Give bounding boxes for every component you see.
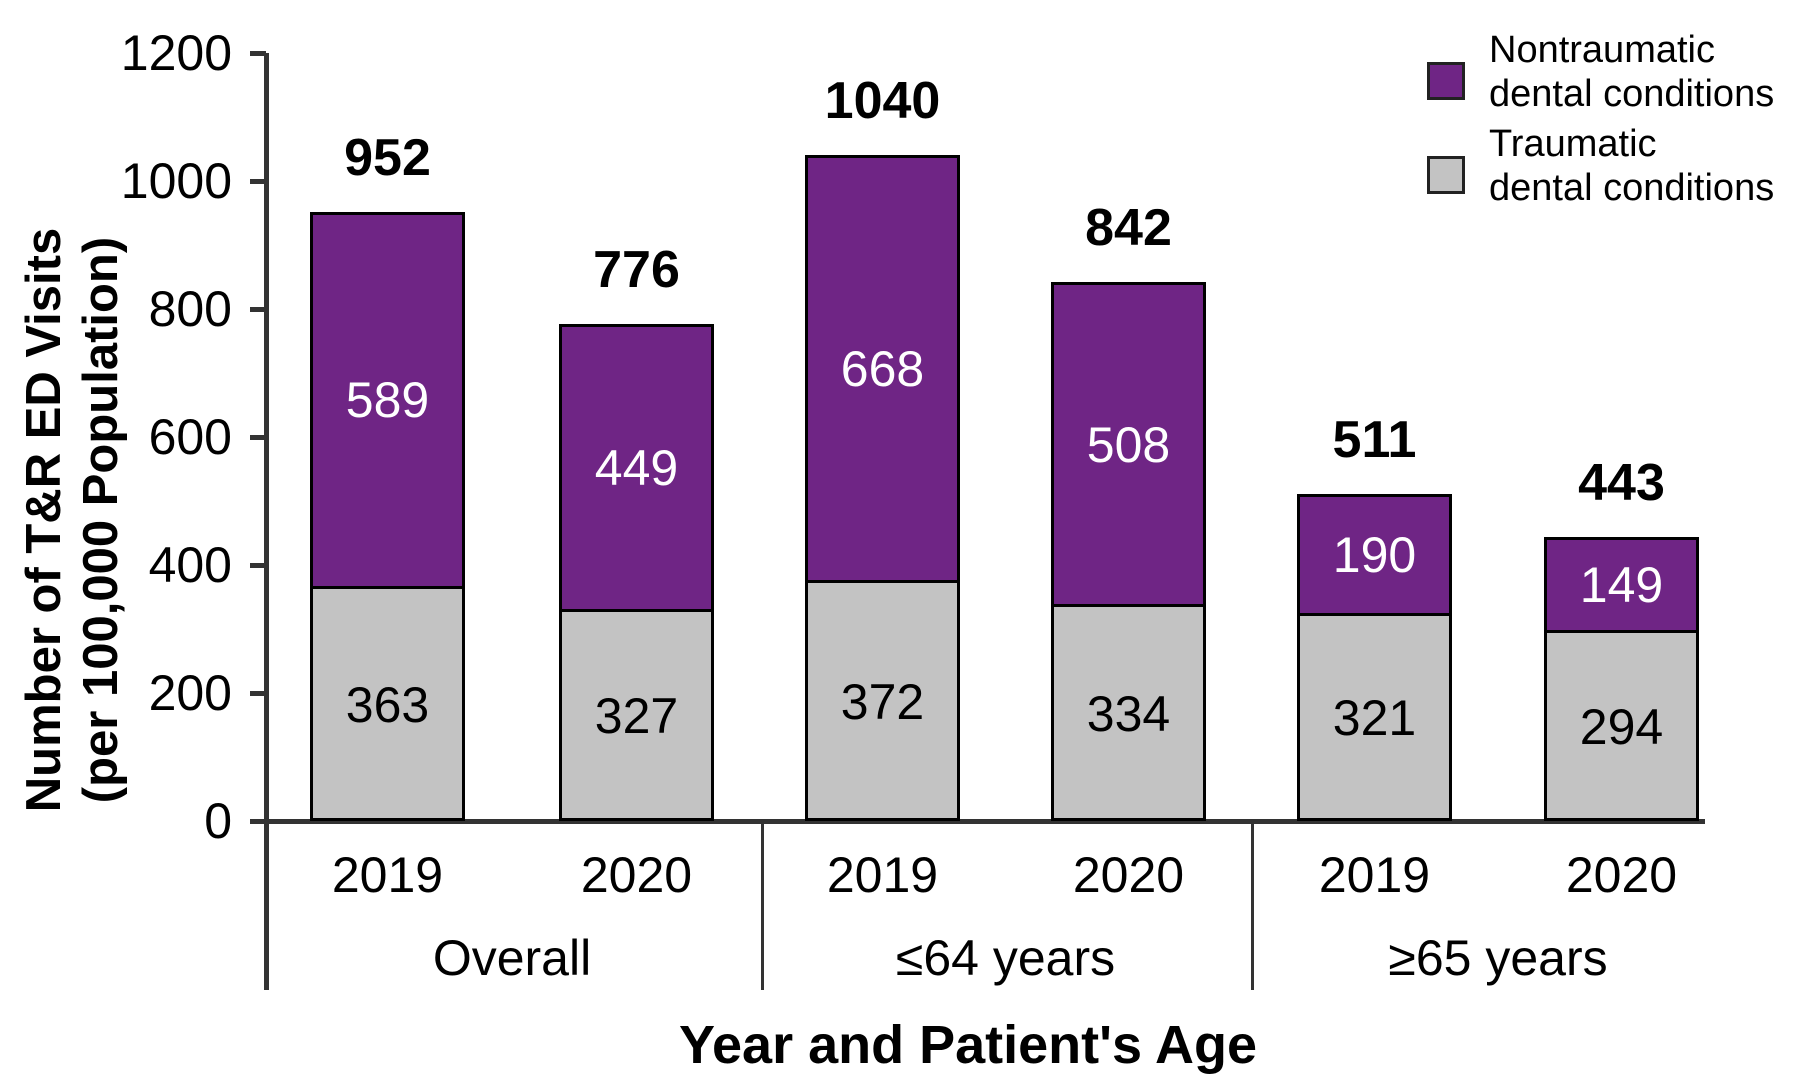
y-tick-mark — [250, 691, 266, 696]
bar-total-label: 1040 — [824, 72, 941, 131]
legend-label-traumatic: Traumatic dental conditions — [1489, 123, 1775, 209]
traumatic-value-label: 372 — [840, 673, 925, 730]
x-group-label: ≥65 years — [1388, 930, 1608, 986]
legend-item-traumatic: Traumatic dental conditions — [1427, 122, 1774, 210]
x-year-label: 2020 — [580, 847, 693, 903]
x-group-label: Overall — [432, 930, 592, 986]
bar-segment-traumatic — [1544, 632, 1699, 821]
nontraumatic-value-label: 589 — [345, 372, 430, 429]
bar-segment-nontraumatic — [1051, 282, 1206, 608]
x-year-label: 2019 — [1318, 847, 1431, 903]
y-axis-line — [264, 53, 269, 990]
legend-item-nontraumatic: Nontraumatic dental conditions — [1427, 28, 1774, 116]
group-divider-line — [1251, 821, 1254, 990]
traumatic-swatch-icon — [1427, 156, 1465, 194]
y-tick-label: 400 — [148, 537, 232, 593]
bar-segment-nontraumatic — [310, 211, 465, 589]
x-group-label: ≤64 years — [895, 930, 1116, 986]
y-tick-label: 1000 — [120, 153, 232, 209]
x-axis-line — [264, 819, 1705, 824]
y-tick-label: 600 — [148, 409, 232, 465]
y-tick-label: 200 — [148, 665, 232, 721]
bar-total-label: 443 — [1578, 454, 1665, 513]
bar-total-label: 952 — [344, 128, 431, 187]
y-tick-mark — [250, 435, 266, 440]
legend: Nontraumatic dental conditions Traumatic… — [1427, 28, 1774, 210]
y-tick-mark — [250, 819, 266, 824]
group-divider-line — [761, 821, 764, 990]
y-tick-label: 800 — [148, 281, 232, 337]
traumatic-value-label: 363 — [345, 676, 430, 733]
bar-total-label: 776 — [593, 241, 680, 300]
bar-segment-traumatic — [559, 611, 714, 821]
traumatic-value-label: 334 — [1086, 686, 1171, 743]
bar-segment-nontraumatic — [1297, 493, 1452, 616]
nontraumatic-swatch-icon — [1427, 62, 1465, 100]
traumatic-value-label: 294 — [1579, 698, 1664, 755]
traumatic-value-label: 321 — [1332, 690, 1417, 747]
bar-segment-traumatic — [805, 582, 960, 821]
bar-segment-nontraumatic — [1544, 537, 1699, 633]
y-tick-label: 1200 — [120, 25, 232, 81]
bar-segment-traumatic — [1297, 615, 1452, 821]
y-tick-mark — [250, 51, 266, 56]
bar-segment-nontraumatic — [805, 155, 960, 583]
nontraumatic-value-label: 149 — [1579, 557, 1664, 614]
bar-total-label: 511 — [1332, 410, 1417, 469]
y-tick-mark — [250, 307, 266, 312]
y-tick-mark — [250, 179, 266, 184]
traumatic-value-label: 327 — [594, 688, 679, 745]
legend-label-nontraumatic: Nontraumatic dental conditions — [1489, 29, 1775, 115]
y-tick-label: 0 — [204, 793, 232, 849]
nontraumatic-value-label: 668 — [840, 341, 925, 398]
x-year-label: 2020 — [1072, 847, 1185, 903]
bar-segment-traumatic — [310, 588, 465, 821]
x-axis-title: Year and Patient's Age — [678, 1015, 1258, 1075]
x-year-label: 2019 — [331, 847, 444, 903]
bar-total-label: 842 — [1085, 199, 1172, 258]
x-year-label: 2020 — [1565, 847, 1678, 903]
x-year-label: 2019 — [826, 847, 939, 903]
nontraumatic-value-label: 190 — [1332, 526, 1417, 583]
nontraumatic-value-label: 508 — [1086, 416, 1171, 473]
bar-segment-nontraumatic — [559, 324, 714, 612]
y-tick-mark — [250, 563, 266, 568]
bar-segment-traumatic — [1051, 607, 1206, 821]
nontraumatic-value-label: 449 — [594, 440, 679, 497]
